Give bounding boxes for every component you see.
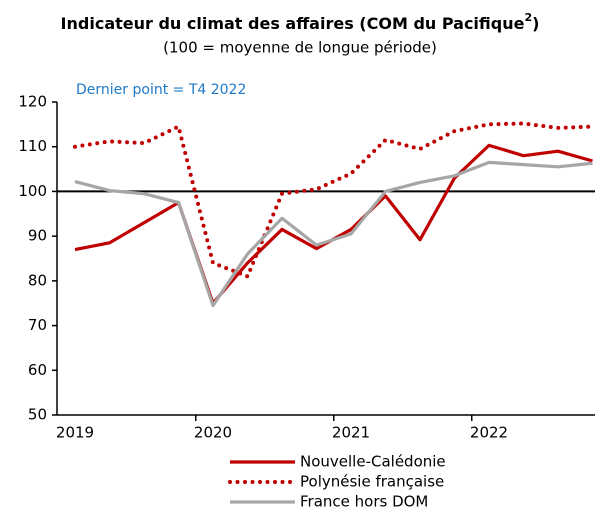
x-tick-label: 2022	[470, 424, 508, 442]
chart-title: Indicateur du climat des affaires (COM d…	[61, 11, 540, 33]
title-sup: 2	[524, 11, 532, 24]
y-tick-label: 80	[28, 271, 47, 289]
legend-label: France hors DOM	[300, 493, 428, 508]
y-tick-label: 90	[28, 227, 47, 245]
y-tick-label: 60	[28, 361, 47, 379]
chart-subtitle: (100 = moyenne de longue période)	[163, 39, 437, 57]
annotation: Dernier point = T4 2022	[76, 82, 246, 98]
title-text: Indicateur du climat des affaires (COM d…	[61, 14, 525, 33]
x-tick-label: 2021	[332, 424, 370, 442]
title-end: )	[532, 14, 539, 33]
y-tick-label: 120	[18, 93, 47, 111]
x-tick-label: 2020	[194, 424, 232, 442]
y-tick-label: 100	[18, 182, 47, 200]
series-line	[74, 160, 593, 308]
y-tick-label: 70	[28, 316, 47, 334]
legend-label: Nouvelle-Calédonie	[300, 453, 446, 471]
y-tick-label: 110	[18, 137, 47, 155]
series-line	[74, 143, 593, 305]
legend-label: Polynésie française	[300, 473, 444, 491]
y-tick-label: 50	[28, 406, 47, 424]
x-tick-label: 2019	[56, 424, 94, 442]
series-line	[73, 121, 595, 279]
